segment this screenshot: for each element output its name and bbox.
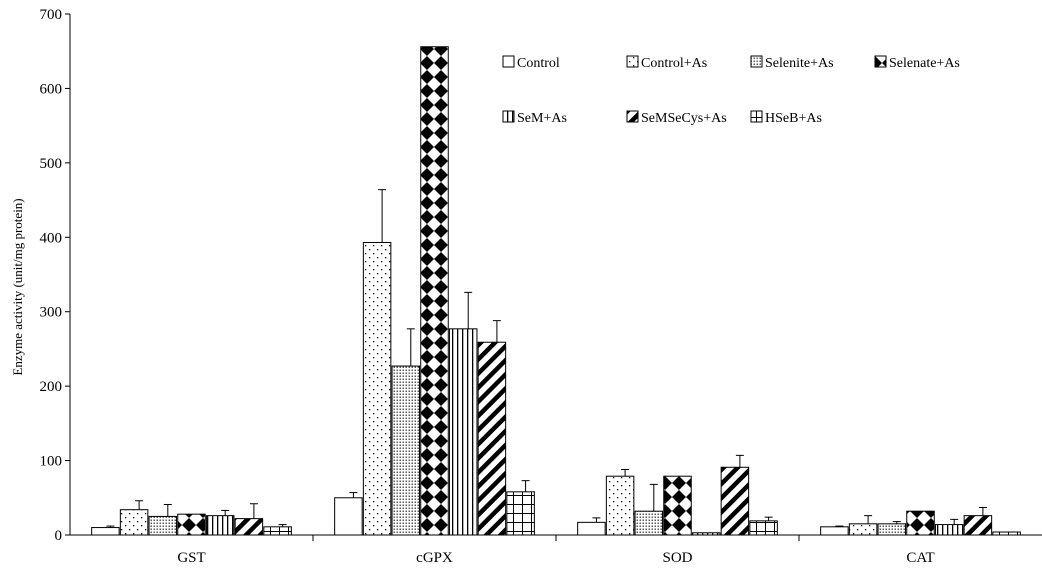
bar-series [91, 46, 1021, 536]
bar-selenate-as-cgpx [420, 46, 449, 536]
bar-semsecys-as-cat [963, 515, 993, 536]
bar-hseb-as-cgpx [506, 491, 535, 536]
legend-label: SeM+As [517, 111, 567, 126]
bar-control-gst [91, 527, 120, 536]
legend-swatch [874, 55, 887, 68]
bar-sem-as-gst [205, 515, 235, 536]
y-tick-label: 300 [40, 305, 63, 321]
legend-label: Control [517, 56, 560, 71]
bar-selenite-as-cgpx [391, 365, 421, 536]
y-tick-label: 400 [40, 230, 63, 246]
x-axis-ticks: GST cGPX SOD CAT [177, 535, 935, 566]
legend-swatch [750, 110, 763, 123]
y-tick-label: 0 [55, 528, 63, 544]
y-tick-label: 500 [40, 156, 63, 172]
error-bars [106, 189, 987, 528]
bar-semsecys-as-gst [234, 518, 264, 536]
legend-swatch [502, 55, 515, 68]
legend-label: Selenate+As [889, 56, 960, 71]
legend-swatch [626, 55, 639, 68]
bar-control-as-cat [848, 523, 878, 536]
legend-swatch [750, 55, 763, 68]
bar-semsecys-as-cgpx [477, 341, 507, 536]
bar-selenate-as-gst [177, 513, 206, 536]
bar-selenite-as-sod [634, 510, 664, 536]
bar-control-cgpx [334, 497, 363, 536]
y-axis-label: Enzyme activity (unit/mg protein) [10, 198, 25, 375]
legend: Control Control+As Selenite+As Selenate+As S… [502, 55, 960, 126]
bar-selenate-as-cat [906, 510, 935, 536]
y-axis-ticks: 0 100 200 300 400 500 600 700 [40, 7, 70, 544]
legend-swatch [626, 110, 639, 123]
x-tick-label: GST [177, 550, 205, 566]
bar-selenite-as-cat [877, 523, 907, 536]
bar-hseb-as-gst [263, 526, 292, 536]
x-tick-label: SOD [662, 550, 692, 566]
bar-sem-as-cat [934, 524, 964, 536]
x-tick-label: cGPX [416, 550, 453, 566]
legend-label: HSeB+As [765, 111, 822, 126]
bar-selenite-as-gst [148, 515, 178, 536]
bar-sem-as-cgpx [448, 328, 478, 536]
bar-control-as-cgpx [362, 241, 392, 536]
y-tick-label: 100 [40, 454, 63, 470]
bar-hseb-as-sod [749, 520, 778, 536]
bar-control-as-gst [119, 509, 149, 536]
bar-control-as-sod [605, 475, 635, 536]
y-tick-label: 600 [40, 81, 63, 97]
bar-selenate-as-sod [663, 475, 692, 536]
legend-label: Selenite+As [765, 56, 834, 71]
legend-label: SeMSeCys+As [641, 111, 727, 126]
bar-semsecys-as-sod [720, 466, 750, 536]
x-tick-label: CAT [906, 550, 934, 566]
y-tick-label: 700 [40, 7, 63, 23]
legend-label: Control+As [641, 56, 707, 71]
legend-swatch [502, 110, 515, 123]
bar-hseb-as-cat [992, 531, 1021, 536]
bar-control-cat [820, 526, 849, 536]
y-tick-label: 200 [40, 379, 63, 395]
bar-control-sod [577, 521, 606, 536]
bar-sem-as-sod [691, 532, 721, 536]
